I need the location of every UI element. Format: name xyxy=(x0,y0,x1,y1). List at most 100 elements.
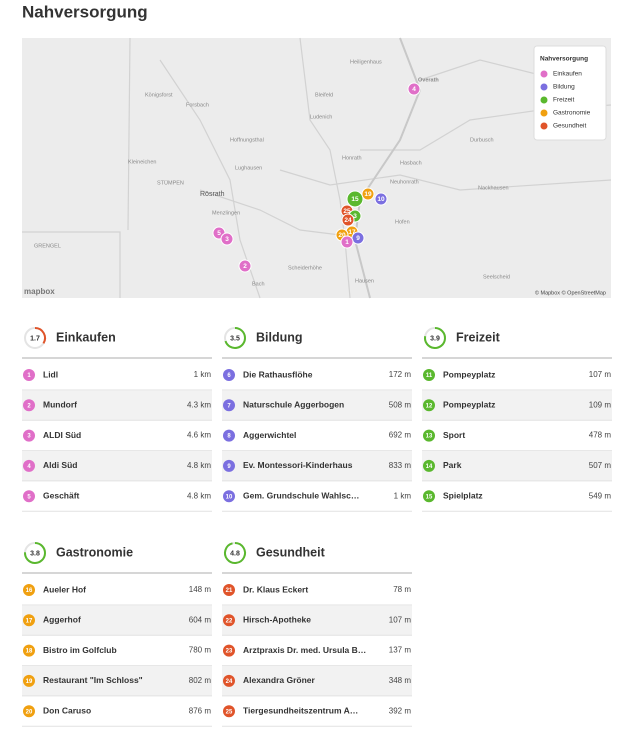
row-number: 10 xyxy=(226,494,233,500)
map-bg xyxy=(22,38,611,298)
row-badge xyxy=(23,429,35,442)
row-badge xyxy=(423,399,435,412)
list-row[interactable]: 8 Aggerwichtel 692 m xyxy=(222,429,412,452)
legend-swatch xyxy=(540,70,548,78)
row-badge xyxy=(223,705,235,718)
row-distance: 4.8 km xyxy=(187,461,211,470)
row-distance: 876 m xyxy=(189,706,212,715)
marker-label: 3 xyxy=(225,236,229,243)
row-number: 7 xyxy=(227,403,231,409)
list-row[interactable]: 4 Aldi Süd 4.8 km xyxy=(22,450,212,482)
map-marker[interactable] xyxy=(374,192,388,206)
row-name: Alexandra Gröner xyxy=(243,675,315,685)
row-name: ALDI Süd xyxy=(43,430,81,440)
map-label: Neuhonrath xyxy=(390,179,419,185)
row-badge xyxy=(223,584,235,596)
map-marker[interactable] xyxy=(340,235,354,249)
row-badge xyxy=(423,429,435,442)
category-card: 3.5 Bildung 6 Die Rathausflöhe 172 m 7 Natursc… xyxy=(222,327,412,512)
legend-swatch xyxy=(540,122,548,130)
category-title: Einkaufen xyxy=(56,330,116,344)
row-number: 3 xyxy=(27,434,31,440)
row-number: 14 xyxy=(426,464,433,470)
list-row[interactable]: 22 Hirsch-Apotheke 107 m xyxy=(222,605,412,636)
row-number: 18 xyxy=(26,649,33,655)
list-row[interactable]: 9 Ev. Montessori-Kinderhaus 833 m xyxy=(222,450,412,482)
list-row[interactable]: 5 Geschäft 4.8 km xyxy=(22,490,212,512)
list-row[interactable]: 15 Spielplatz 549 m xyxy=(422,490,612,512)
map-marker[interactable] xyxy=(361,187,375,201)
legend-swatch xyxy=(540,83,548,91)
row-distance: 348 m xyxy=(389,676,412,685)
score-value: 3.9 xyxy=(430,335,440,342)
list-row[interactable]: 16 Aueler Hof 148 m xyxy=(22,584,212,606)
map-label: Seelscheid xyxy=(483,274,510,280)
map-label: Hausen xyxy=(355,278,374,284)
row-badge xyxy=(23,705,35,718)
list-row[interactable]: 13 Sport 478 m xyxy=(422,429,612,452)
list-row[interactable]: 2 Mundorf 4.3 km xyxy=(22,390,212,421)
legend-swatch xyxy=(540,109,548,117)
map-label: Bleifeld xyxy=(315,92,333,98)
row-distance: 1 km xyxy=(194,370,212,379)
map-marker[interactable] xyxy=(341,213,355,227)
map-label: Scheiderhöhe xyxy=(288,265,322,271)
row-badge xyxy=(23,614,35,627)
map[interactable]: Overath Königsforst Forsbach Hoffnungsth… xyxy=(22,37,612,299)
row-bg xyxy=(222,450,412,481)
map-label: GRENGEL xyxy=(34,243,61,249)
marker-label: 5 xyxy=(217,230,221,237)
list-row[interactable]: 19 Restaurant "Im Schloss" 802 m xyxy=(22,665,212,697)
map-label: Kleineichen xyxy=(128,159,156,165)
row-badge xyxy=(423,459,435,472)
list-row[interactable]: 6 Die Rathausflöhe 172 m xyxy=(222,369,412,391)
legend-label: Bildung xyxy=(553,84,575,91)
list-row[interactable]: 3 ALDI Süd 4.6 km xyxy=(22,429,212,452)
list-row[interactable]: 18 Bistro im Golfclub 780 m xyxy=(22,644,212,667)
row-distance: 780 m xyxy=(189,646,212,655)
row-number: 1 xyxy=(27,373,31,379)
row-badge xyxy=(223,429,235,442)
list-row[interactable]: 25 Tiergesundheitszentrum A… 392 m xyxy=(222,705,412,727)
list-row[interactable]: 23 Arztpraxis Dr. med. Ursula B… 137 m xyxy=(222,644,412,667)
list-row[interactable]: 11 Pompeyplatz 107 m xyxy=(422,369,612,391)
list-row[interactable]: 17 Aggerhof 604 m xyxy=(22,605,212,636)
row-distance: 4.8 km xyxy=(187,491,211,500)
row-distance: 107 m xyxy=(589,370,612,379)
row-number: 4 xyxy=(27,464,31,470)
marker-label: 25 xyxy=(343,208,351,215)
map-marker[interactable] xyxy=(238,259,252,273)
map-marker[interactable] xyxy=(407,82,421,96)
row-number: 12 xyxy=(426,403,433,409)
row-distance: 4.6 km xyxy=(187,431,211,440)
row-number: 20 xyxy=(26,709,33,715)
list-row[interactable]: 14 Park 507 m xyxy=(422,450,612,482)
list-row[interactable]: 10 Gem. Grundschule Wahlsc… 1 km xyxy=(222,490,412,512)
list-row[interactable]: 24 Alexandra Gröner 348 m xyxy=(222,665,412,697)
row-name: Lidl xyxy=(43,369,58,379)
map-marker[interactable] xyxy=(346,190,364,208)
map-label: Heiligenhaus xyxy=(350,59,382,65)
row-badge xyxy=(223,369,235,381)
list-row[interactable]: 20 Don Caruso 876 m xyxy=(22,705,212,727)
row-name: Aggerwichtel xyxy=(243,430,296,440)
map-logo: mapbox xyxy=(24,287,55,296)
list-row[interactable]: 7 Naturschule Aggerbogen 508 m xyxy=(222,390,412,421)
list-row[interactable]: 21 Dr. Klaus Eckert 78 m xyxy=(222,584,412,606)
map-label: Hofen xyxy=(395,219,410,225)
row-badge xyxy=(223,674,235,687)
row-name: Sport xyxy=(443,430,465,440)
list-row[interactable]: 1 Lidl 1 km xyxy=(22,369,212,391)
score-arc xyxy=(34,327,46,344)
category-title: Gesundheit xyxy=(256,545,326,559)
row-badge xyxy=(23,644,35,657)
map-marker[interactable] xyxy=(220,232,234,246)
map-label: Nackhausen xyxy=(478,185,509,191)
row-bg xyxy=(222,665,412,696)
list-row[interactable]: 12 Pompeyplatz 109 m xyxy=(422,390,612,421)
row-name: Naturschule Aggerbogen xyxy=(243,400,344,410)
row-name: Arztpraxis Dr. med. Ursula B… xyxy=(243,645,366,655)
row-name: Aueler Hof xyxy=(43,584,86,594)
row-badge xyxy=(223,614,235,627)
